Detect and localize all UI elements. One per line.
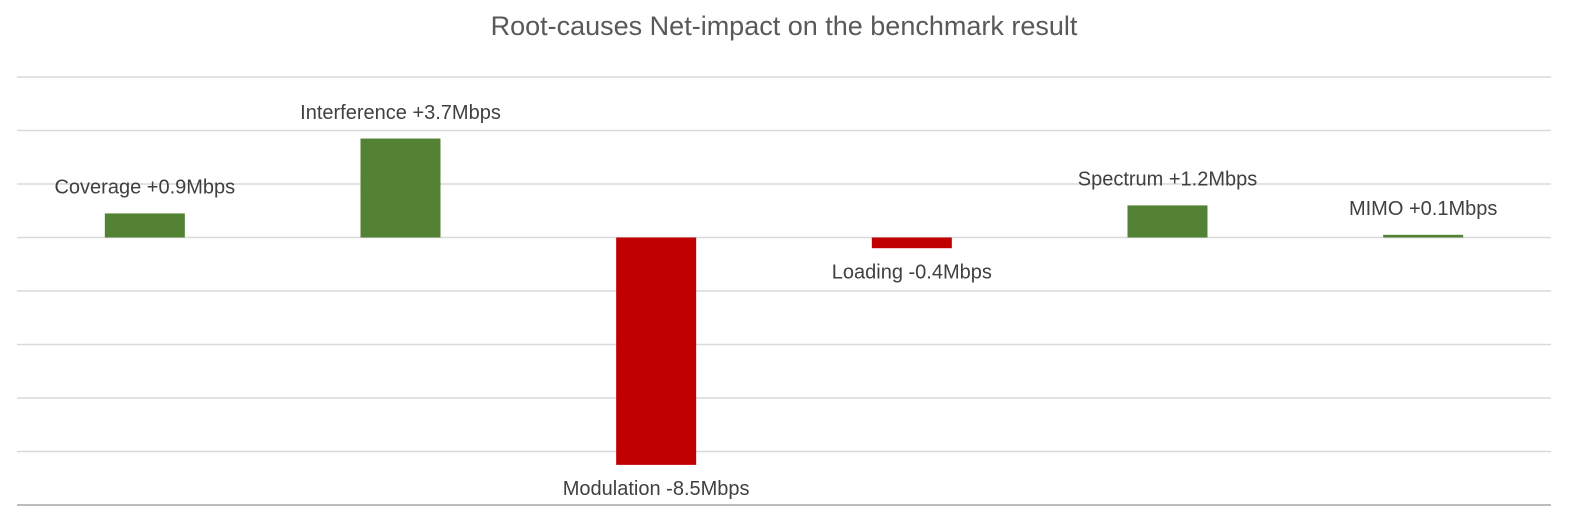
data-label: Interference +3.7Mbps	[300, 102, 501, 124]
data-label: Coverage +0.9Mbps	[54, 177, 235, 199]
chart-title: Root-causes Net-impact on the benchmark …	[491, 11, 1078, 41]
bar	[1127, 205, 1208, 238]
data-label: MIMO +0.1Mbps	[1349, 198, 1497, 220]
bar	[871, 237, 952, 249]
data-label: Modulation -8.5Mbps	[563, 478, 750, 500]
bar	[104, 213, 185, 238]
data-label: Loading -0.4Mbps	[832, 261, 992, 283]
bar	[1383, 234, 1464, 238]
data-label: Spectrum +1.2Mbps	[1078, 169, 1258, 191]
bar	[616, 237, 697, 465]
bar	[360, 138, 441, 238]
